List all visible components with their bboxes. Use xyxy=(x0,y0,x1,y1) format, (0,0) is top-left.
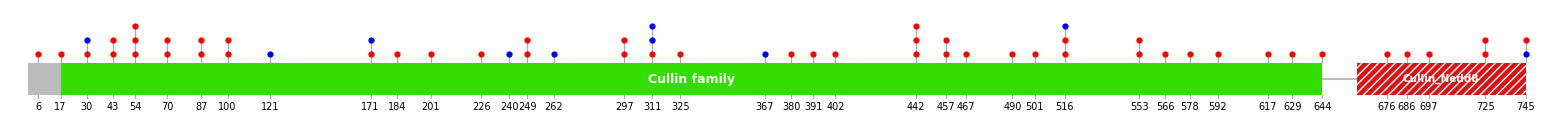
Text: 380: 380 xyxy=(782,102,800,112)
Text: 201: 201 xyxy=(421,102,440,112)
Bar xyxy=(1357,63,1526,95)
Text: 467: 467 xyxy=(957,102,976,112)
Bar xyxy=(1357,63,1526,95)
Text: 676: 676 xyxy=(1377,102,1395,112)
Text: 249: 249 xyxy=(517,102,536,112)
Text: 686: 686 xyxy=(1397,102,1416,112)
Text: 629: 629 xyxy=(1284,102,1301,112)
Text: Cullin family: Cullin family xyxy=(648,72,735,86)
Text: 442: 442 xyxy=(906,102,925,112)
Text: 70: 70 xyxy=(162,102,174,112)
Text: 240: 240 xyxy=(500,102,519,112)
Text: 490: 490 xyxy=(1004,102,1021,112)
Text: 566: 566 xyxy=(1156,102,1175,112)
Text: 17: 17 xyxy=(54,102,67,112)
Text: 725: 725 xyxy=(1476,102,1495,112)
Text: 311: 311 xyxy=(643,102,662,112)
Text: 171: 171 xyxy=(361,102,379,112)
Text: 262: 262 xyxy=(544,102,563,112)
Text: 43: 43 xyxy=(107,102,120,112)
Text: 501: 501 xyxy=(1026,102,1044,112)
Text: 745: 745 xyxy=(1517,102,1535,112)
Text: 100: 100 xyxy=(219,102,236,112)
Text: 367: 367 xyxy=(755,102,774,112)
Text: 553: 553 xyxy=(1130,102,1148,112)
Text: Cullin_Nedd8: Cullin_Nedd8 xyxy=(1403,74,1479,84)
Text: 516: 516 xyxy=(1055,102,1074,112)
Text: 6: 6 xyxy=(36,102,42,112)
Text: 30: 30 xyxy=(81,102,93,112)
Text: 121: 121 xyxy=(261,102,280,112)
Bar xyxy=(61,63,1322,95)
Text: 87: 87 xyxy=(196,102,208,112)
Bar xyxy=(28,63,61,95)
Text: 226: 226 xyxy=(472,102,491,112)
Text: 297: 297 xyxy=(615,102,634,112)
Text: 592: 592 xyxy=(1209,102,1228,112)
Text: 644: 644 xyxy=(1313,102,1332,112)
Text: 402: 402 xyxy=(827,102,845,112)
Text: 457: 457 xyxy=(937,102,956,112)
Text: 325: 325 xyxy=(671,102,690,112)
Text: 617: 617 xyxy=(1259,102,1277,112)
Text: 54: 54 xyxy=(129,102,141,112)
Text: 578: 578 xyxy=(1179,102,1198,112)
Text: 697: 697 xyxy=(1420,102,1439,112)
Text: 391: 391 xyxy=(803,102,822,112)
Text: 184: 184 xyxy=(387,102,406,112)
